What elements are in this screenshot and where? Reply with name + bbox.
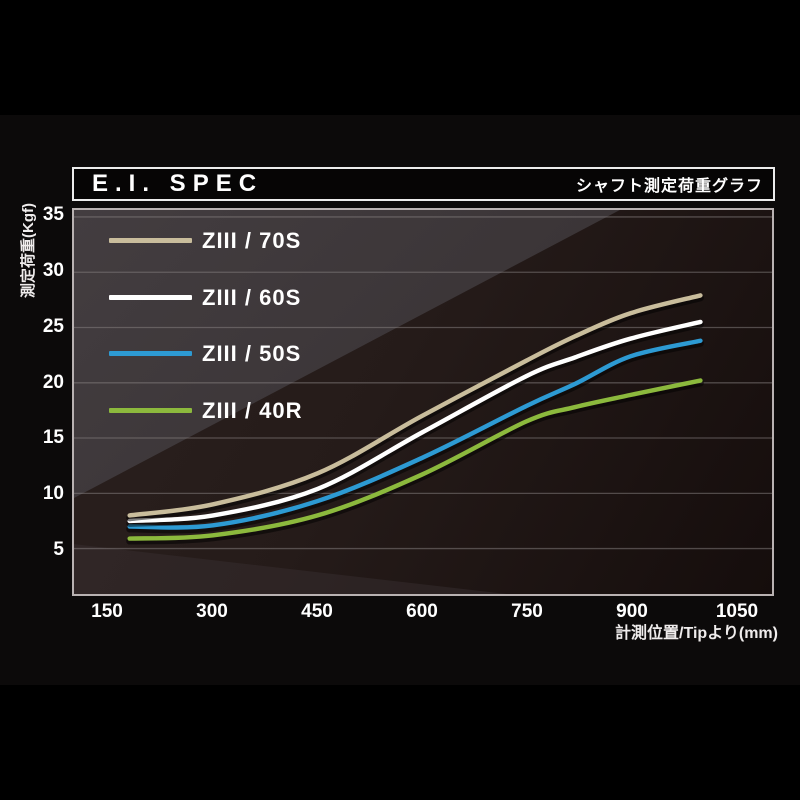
legend-item: ZIII / 70S: [74, 227, 772, 255]
x-axis-tick: 600: [406, 601, 438, 622]
legend-swatch: [109, 294, 192, 300]
y-axis-tick: 30: [42, 259, 64, 281]
x-axis-tick: 900: [616, 601, 648, 622]
x-axis-tick: 750: [511, 601, 543, 622]
legend-label: ZIII / 60S: [202, 284, 302, 310]
legend-label: ZIII / 50S: [202, 341, 302, 367]
legend-label: ZIII / 40R: [202, 398, 303, 424]
y-axis-tick: 35: [42, 204, 64, 225]
y-axis-tick: 15: [42, 427, 64, 449]
series-line-ziii-50s: [127, 338, 703, 530]
x-axis-title: 計測位置/Tipより(mm): [615, 625, 778, 642]
series-line-ziii-40r: [127, 378, 703, 541]
header-subtitle: シャフト測定荷重グラフ: [575, 178, 763, 195]
chart-svg: [74, 216, 772, 550]
y-axis-tick: 5: [53, 539, 64, 561]
series-line-ziii-70s: [127, 293, 703, 518]
x-axis-tick: 450: [301, 601, 333, 622]
header-box: E.I. SPEC シャフト測定荷重グラフ: [72, 167, 775, 201]
legend-item: ZIII / 50S: [74, 340, 772, 368]
series-line-ziii-60s: [127, 319, 703, 524]
legend-swatch: [109, 351, 192, 357]
legend-item: ZIII / 60S: [74, 284, 772, 312]
x-axis-tick: 1050: [715, 601, 759, 622]
page-title: E.I. SPEC: [92, 170, 264, 197]
y-axis-tick: 10: [42, 483, 64, 505]
x-axis-tick: 300: [196, 601, 228, 622]
legend-swatch: [109, 238, 192, 243]
legend-label: ZIII / 70S: [202, 228, 302, 253]
y-axis-tick: 25: [42, 315, 64, 337]
y-axis-tick: 20: [42, 371, 64, 393]
x-axis-tick: 150: [91, 601, 123, 622]
legend-item: ZIII / 40R: [74, 397, 772, 425]
legend-swatch: [109, 408, 192, 414]
y-axis-title: 測定荷重(Kgf): [20, 203, 37, 298]
plot-area: ZIII / 70S ZIII / 60S ZIII / 50S ZIII / 40R: [72, 208, 774, 596]
series-shadow-ziii-40r: [126, 379, 704, 545]
